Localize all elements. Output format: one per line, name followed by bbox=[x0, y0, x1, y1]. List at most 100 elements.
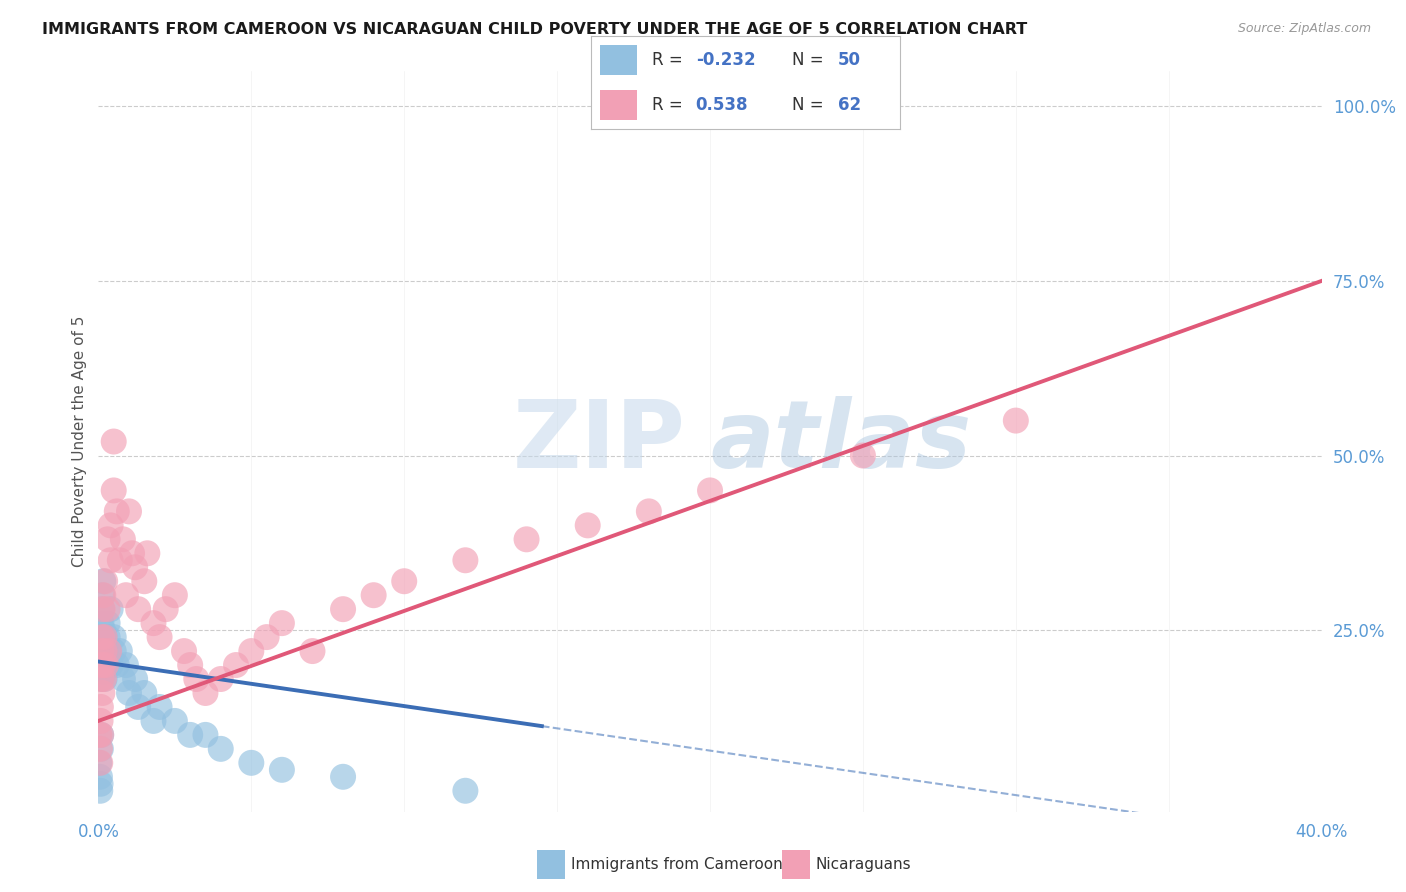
Point bbox=[103, 434, 125, 449]
Point bbox=[516, 533, 538, 547]
Point bbox=[124, 672, 146, 686]
Point bbox=[149, 630, 172, 644]
Point bbox=[105, 658, 128, 673]
Point bbox=[93, 630, 115, 644]
Point bbox=[332, 602, 354, 616]
Point bbox=[90, 672, 112, 686]
Point bbox=[91, 588, 114, 602]
Point bbox=[103, 630, 125, 644]
Point bbox=[89, 756, 111, 770]
Text: N =: N = bbox=[792, 51, 828, 69]
Text: IMMIGRANTS FROM CAMEROON VS NICARAGUAN CHILD POVERTY UNDER THE AGE OF 5 CORRELAT: IMMIGRANTS FROM CAMEROON VS NICARAGUAN C… bbox=[42, 22, 1028, 37]
Point bbox=[105, 504, 128, 518]
Point bbox=[637, 504, 661, 518]
Point bbox=[93, 672, 115, 686]
Text: Immigrants from Cameroon: Immigrants from Cameroon bbox=[571, 857, 783, 871]
Point bbox=[142, 714, 165, 728]
Point bbox=[121, 546, 143, 560]
Point bbox=[90, 672, 112, 686]
Point bbox=[209, 672, 232, 686]
Point bbox=[93, 630, 115, 644]
Point bbox=[155, 602, 177, 616]
Point bbox=[90, 644, 112, 658]
Point bbox=[1004, 414, 1026, 428]
Point bbox=[163, 588, 186, 602]
Point bbox=[240, 644, 263, 658]
Text: R =: R = bbox=[652, 96, 689, 114]
Text: 0.538: 0.538 bbox=[696, 96, 748, 114]
Point bbox=[90, 700, 112, 714]
Point bbox=[93, 644, 115, 658]
Point bbox=[149, 700, 172, 714]
Point bbox=[127, 700, 149, 714]
Y-axis label: Child Poverty Under the Age of 5: Child Poverty Under the Age of 5 bbox=[72, 316, 87, 567]
Text: 50: 50 bbox=[838, 51, 860, 69]
Point bbox=[91, 602, 114, 616]
Point bbox=[186, 672, 208, 686]
Point bbox=[115, 658, 138, 673]
Point bbox=[89, 784, 111, 798]
Point bbox=[97, 533, 120, 547]
Point bbox=[363, 588, 385, 602]
Point bbox=[454, 553, 477, 567]
Point bbox=[90, 728, 112, 742]
Point bbox=[90, 714, 112, 728]
Point bbox=[91, 574, 114, 589]
Point bbox=[392, 574, 416, 589]
Point bbox=[124, 560, 146, 574]
Point bbox=[94, 644, 117, 658]
Point bbox=[270, 616, 292, 631]
Point bbox=[173, 644, 195, 658]
Point bbox=[91, 686, 114, 700]
Point bbox=[118, 686, 141, 700]
Bar bbox=[600, 45, 637, 75]
Text: -0.232: -0.232 bbox=[696, 51, 755, 69]
Point bbox=[98, 644, 121, 658]
Point bbox=[179, 658, 201, 673]
Point bbox=[127, 602, 149, 616]
Point bbox=[90, 644, 112, 658]
Text: 62: 62 bbox=[838, 96, 860, 114]
Point bbox=[100, 602, 122, 616]
Text: R =: R = bbox=[652, 51, 689, 69]
Point bbox=[194, 686, 217, 700]
Point bbox=[97, 616, 120, 631]
Point bbox=[142, 616, 165, 631]
Point bbox=[103, 644, 125, 658]
Point bbox=[699, 483, 721, 498]
Point bbox=[94, 658, 117, 673]
Point bbox=[108, 644, 131, 658]
Point bbox=[97, 658, 120, 673]
Point bbox=[194, 728, 217, 742]
Text: N =: N = bbox=[792, 96, 828, 114]
Point bbox=[454, 784, 477, 798]
Point bbox=[163, 714, 186, 728]
Point bbox=[93, 658, 115, 673]
Point bbox=[91, 588, 114, 602]
Point bbox=[91, 658, 114, 673]
Text: Nicaraguans: Nicaraguans bbox=[815, 857, 911, 871]
Point bbox=[179, 728, 201, 742]
Point bbox=[332, 770, 354, 784]
Point bbox=[90, 742, 112, 756]
Point bbox=[134, 686, 156, 700]
Point bbox=[91, 630, 114, 644]
Point bbox=[103, 483, 125, 498]
Point bbox=[108, 553, 131, 567]
Point bbox=[115, 588, 138, 602]
Point bbox=[90, 658, 112, 673]
Point bbox=[118, 504, 141, 518]
Point bbox=[256, 630, 278, 644]
Point bbox=[94, 658, 117, 673]
Point bbox=[91, 658, 114, 673]
Point bbox=[100, 658, 122, 673]
Point bbox=[852, 449, 875, 463]
Point bbox=[301, 644, 323, 658]
Point bbox=[90, 630, 112, 644]
Point bbox=[91, 602, 114, 616]
Point bbox=[111, 533, 134, 547]
Point bbox=[576, 518, 599, 533]
Point bbox=[209, 742, 232, 756]
Point bbox=[100, 518, 122, 533]
Point bbox=[240, 756, 263, 770]
